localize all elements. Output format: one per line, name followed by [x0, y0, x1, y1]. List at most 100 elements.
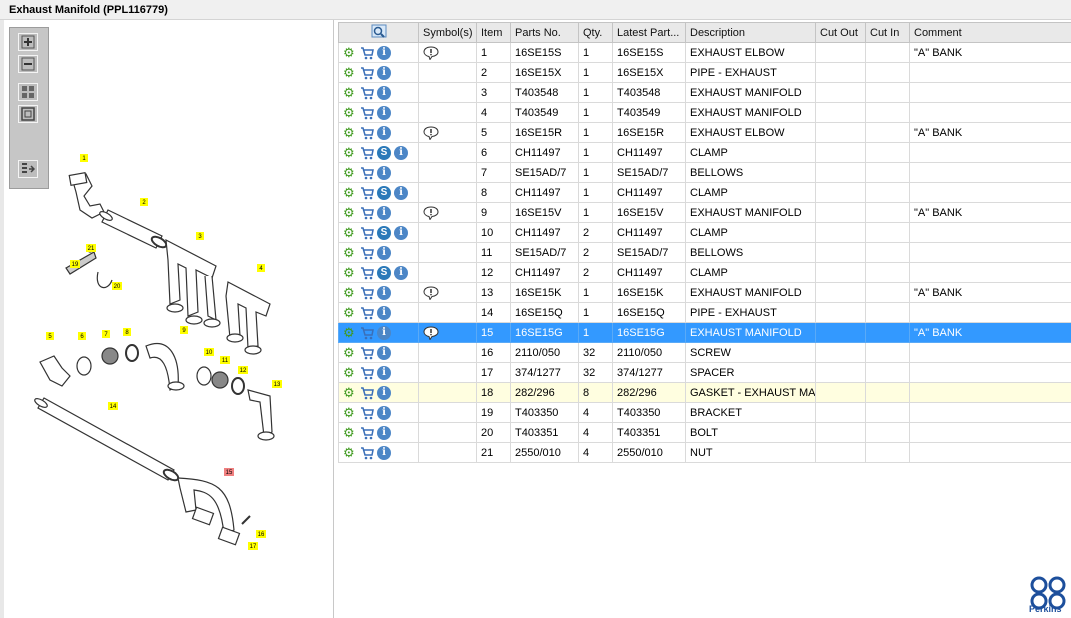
- gear-icon[interactable]: ⚙: [343, 384, 355, 400]
- fit-all-button[interactable]: [18, 83, 38, 101]
- cart-icon[interactable]: [360, 406, 374, 420]
- actual-size-button[interactable]: [18, 105, 38, 123]
- table-row[interactable]: ⚙ i 21 2550/010 4 2550/010 NUT: [338, 442, 1071, 463]
- info-icon[interactable]: i: [394, 185, 408, 200]
- column-header-comment[interactable]: Comment: [909, 22, 1071, 43]
- info-icon[interactable]: i: [377, 105, 391, 120]
- column-header-parts-no[interactable]: Parts No.: [510, 22, 579, 43]
- table-row[interactable]: ⚙ i 13 16SE15K 1 16SE15K EXHAUST MANIFOLD "A" B…: [338, 282, 1071, 303]
- table-row[interactable]: ⚙ i 9 16SE15V 1 16SE15V EXHAUST MANIFOLD "A" BA…: [338, 202, 1071, 223]
- table-row[interactable]: ⚙ i 19 T403350 4 T403350 BRACKET: [338, 402, 1071, 423]
- comment-bubble-icon[interactable]: [423, 325, 439, 340]
- gear-icon[interactable]: ⚙: [343, 424, 355, 440]
- cart-icon[interactable]: [360, 86, 374, 100]
- table-row[interactable]: ⚙ i 16 2110/050 32 2110/050 SCREW: [338, 342, 1071, 363]
- info-icon[interactable]: i: [377, 45, 391, 60]
- gear-icon[interactable]: ⚙: [343, 184, 355, 200]
- gear-icon[interactable]: ⚙: [343, 404, 355, 420]
- cart-icon[interactable]: [360, 386, 374, 400]
- table-row[interactable]: ⚙ i 17 374/1277 32 374/1277 SPACER: [338, 362, 1071, 383]
- info-icon[interactable]: i: [377, 305, 391, 320]
- info-icon[interactable]: i: [377, 245, 391, 260]
- cart-icon[interactable]: [360, 426, 374, 440]
- comment-bubble-icon[interactable]: [423, 125, 439, 140]
- gear-icon[interactable]: ⚙: [343, 104, 355, 120]
- table-row[interactable]: ⚙ i 5 16SE15R 1 16SE15R EXHAUST ELBOW "A" BANK: [338, 122, 1071, 143]
- diagram-scrollbar[interactable]: [0, 20, 4, 618]
- info-icon[interactable]: i: [377, 325, 391, 340]
- column-header-item[interactable]: Item: [476, 22, 511, 43]
- info-icon[interactable]: i: [377, 365, 391, 380]
- gear-icon[interactable]: ⚙: [343, 124, 355, 140]
- gear-icon[interactable]: ⚙: [343, 284, 355, 300]
- cart-icon[interactable]: [360, 266, 374, 280]
- table-row[interactable]: ⚙ i 1 16SE15S 1 16SE15S EXHAUST ELBOW "A" BANK: [338, 42, 1071, 63]
- table-row[interactable]: ⚙ i 20 T403351 4 T403351 BOLT: [338, 422, 1071, 443]
- table-row[interactable]: ⚙ i 3 T403548 1 T403548 EXHAUST MANIFOLD: [338, 82, 1071, 103]
- column-header-qty[interactable]: Qty.: [578, 22, 613, 43]
- gear-icon[interactable]: ⚙: [343, 364, 355, 380]
- substitution-icon[interactable]: S: [377, 145, 391, 160]
- gear-icon[interactable]: ⚙: [343, 444, 355, 460]
- cart-icon[interactable]: [360, 106, 374, 120]
- column-header-actions[interactable]: [338, 22, 419, 43]
- gear-icon[interactable]: ⚙: [343, 324, 355, 340]
- table-row[interactable]: ⚙ i 7 SE15AD/7 1 SE15AD/7 BELLOWS: [338, 162, 1071, 183]
- cart-icon[interactable]: [360, 146, 374, 160]
- gear-icon[interactable]: ⚙: [343, 344, 355, 360]
- table-row[interactable]: ⚙ i 2 16SE15X 1 16SE15X PIPE - EXHAUST: [338, 62, 1071, 83]
- gear-icon[interactable]: ⚙: [343, 164, 355, 180]
- cart-icon[interactable]: [360, 186, 374, 200]
- info-icon[interactable]: i: [394, 265, 408, 280]
- table-row[interactable]: ⚙ i 11 SE15AD/7 2 SE15AD/7 BELLOWS: [338, 242, 1071, 263]
- info-icon[interactable]: i: [377, 445, 391, 460]
- table-row[interactable]: ⚙ i 14 16SE15Q 1 16SE15Q PIPE - EXHAUST: [338, 302, 1071, 323]
- info-icon[interactable]: i: [394, 225, 408, 240]
- gear-icon[interactable]: ⚙: [343, 224, 355, 240]
- column-header-cut-out[interactable]: Cut Out: [815, 22, 866, 43]
- cart-icon[interactable]: [360, 306, 374, 320]
- cart-icon[interactable]: [360, 366, 374, 380]
- gear-icon[interactable]: ⚙: [343, 144, 355, 160]
- info-icon[interactable]: i: [377, 65, 391, 80]
- zoom-in-button[interactable]: [18, 33, 38, 51]
- info-icon[interactable]: i: [377, 205, 391, 220]
- cart-icon[interactable]: [360, 226, 374, 240]
- info-icon[interactable]: i: [377, 425, 391, 440]
- cart-icon[interactable]: [360, 346, 374, 360]
- diagram-panel[interactable]: [0, 20, 334, 618]
- info-icon[interactable]: i: [377, 165, 391, 180]
- column-header-symbols[interactable]: Symbol(s): [418, 22, 477, 43]
- cart-icon[interactable]: [360, 326, 374, 340]
- info-icon[interactable]: i: [377, 385, 391, 400]
- gear-icon[interactable]: ⚙: [343, 264, 355, 280]
- table-row[interactable]: ⚙ i 4 T403549 1 T403549 EXHAUST MANIFOLD: [338, 102, 1071, 123]
- gear-icon[interactable]: ⚙: [343, 304, 355, 320]
- gear-icon[interactable]: ⚙: [343, 44, 355, 60]
- substitution-icon[interactable]: S: [377, 225, 391, 240]
- cart-icon[interactable]: [360, 246, 374, 260]
- info-icon[interactable]: i: [377, 125, 391, 140]
- cart-icon[interactable]: [360, 286, 374, 300]
- exploded-parts-diagram[interactable]: 1 2 3 4 5 6 7 8 9 10 11 12 13 14 15 16 1…: [20, 140, 320, 560]
- zoom-out-button[interactable]: [18, 55, 38, 73]
- gear-icon[interactable]: ⚙: [343, 64, 355, 80]
- cart-icon[interactable]: [360, 46, 374, 60]
- info-icon[interactable]: i: [377, 345, 391, 360]
- column-header-description[interactable]: Description: [685, 22, 816, 43]
- list-toggle-button[interactable]: [18, 160, 38, 178]
- comment-bubble-icon[interactable]: [423, 285, 439, 300]
- substitution-icon[interactable]: S: [377, 185, 391, 200]
- substitution-icon[interactable]: S: [377, 265, 391, 280]
- gear-icon[interactable]: ⚙: [343, 244, 355, 260]
- info-icon[interactable]: i: [377, 85, 391, 100]
- comment-bubble-icon[interactable]: [423, 45, 439, 60]
- info-icon[interactable]: i: [377, 285, 391, 300]
- comment-bubble-icon[interactable]: [423, 205, 439, 220]
- info-icon[interactable]: i: [394, 145, 408, 160]
